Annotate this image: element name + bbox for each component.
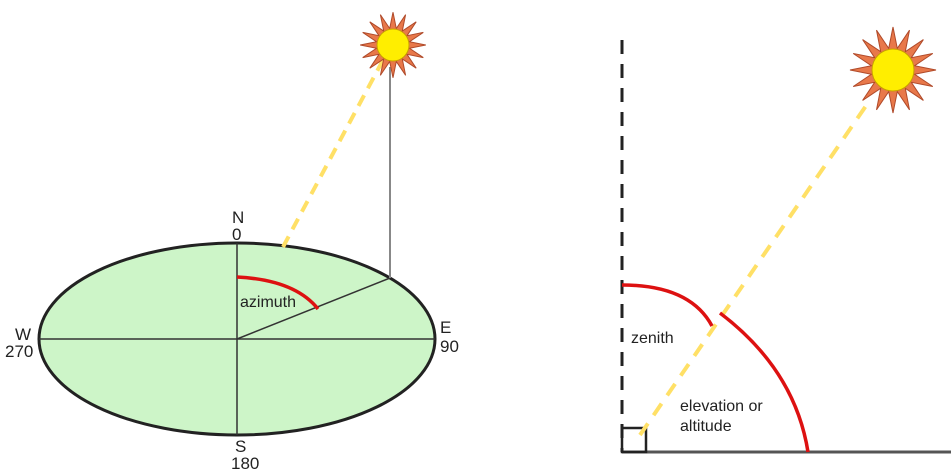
sun-core — [376, 28, 410, 62]
east-degrees: 90 — [440, 337, 459, 356]
azimuth-label: azimuth — [240, 294, 296, 311]
south-label: S — [235, 437, 246, 456]
elevation-label-line1: elevation or — [680, 398, 763, 415]
sun-icon — [360, 12, 426, 78]
north-label: N — [232, 208, 244, 227]
sun-ray-right — [638, 98, 872, 437]
azimuth-panel: azimuth N 0 E 90 S 180 W 270 — [5, 12, 459, 472]
north-degrees: 0 — [232, 225, 241, 244]
azimuth-arc — [236, 275, 320, 311]
east-label: E — [440, 318, 451, 337]
zenith-label: zenith — [631, 330, 674, 347]
right-angle-marker — [620, 426, 648, 454]
sun-core — [871, 48, 915, 92]
elevation-panel: zenith elevation or altitude — [620, 26, 951, 454]
west-label: W — [15, 325, 31, 344]
sun-projection-line — [236, 277, 391, 340]
elevation-arc — [718, 311, 810, 453]
sun-ray-left — [281, 59, 385, 248]
south-degrees: 180 — [231, 454, 259, 472]
sun-icon — [849, 26, 937, 114]
west-degrees: 270 — [5, 342, 33, 361]
zenith-arc — [621, 283, 714, 327]
elevation-label-line2: altitude — [680, 418, 732, 435]
